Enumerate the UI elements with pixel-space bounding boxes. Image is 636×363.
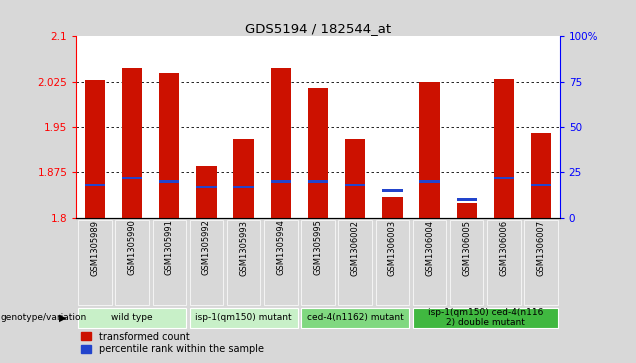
Text: GSM1305993: GSM1305993 [239, 220, 248, 276]
Bar [419, 180, 439, 183]
Text: GSM1305994: GSM1305994 [276, 220, 286, 276]
FancyBboxPatch shape [450, 220, 483, 305]
FancyBboxPatch shape [78, 307, 186, 328]
Bar [233, 186, 254, 188]
Text: GSM1306005: GSM1306005 [462, 220, 471, 276]
Bar [308, 180, 328, 183]
Text: wild type: wild type [111, 313, 153, 322]
Bar [197, 186, 217, 188]
Text: GSM1306003: GSM1306003 [388, 220, 397, 276]
Text: GSM1306006: GSM1306006 [499, 220, 508, 276]
Text: isp-1(qm150) mutant: isp-1(qm150) mutant [195, 313, 292, 322]
FancyBboxPatch shape [413, 307, 558, 328]
Bar [122, 177, 142, 179]
FancyBboxPatch shape [227, 220, 260, 305]
Text: GSM1305989: GSM1305989 [90, 220, 99, 276]
Text: GSM1305991: GSM1305991 [165, 220, 174, 276]
Bar [345, 184, 366, 186]
Bar [122, 68, 142, 218]
Text: GSM1305995: GSM1305995 [314, 220, 322, 276]
Bar [85, 184, 105, 186]
Text: GSM1305990: GSM1305990 [128, 220, 137, 276]
Bar [457, 203, 477, 218]
FancyBboxPatch shape [524, 220, 558, 305]
Text: ced-4(n1162) mutant: ced-4(n1162) mutant [307, 313, 404, 322]
Bar [197, 166, 217, 218]
FancyBboxPatch shape [376, 220, 409, 305]
FancyBboxPatch shape [487, 220, 521, 305]
FancyBboxPatch shape [153, 220, 186, 305]
Bar [382, 197, 403, 218]
Bar [159, 180, 179, 183]
Bar [531, 133, 551, 218]
FancyBboxPatch shape [115, 220, 149, 305]
Bar [85, 81, 105, 218]
Bar [159, 73, 179, 218]
FancyBboxPatch shape [264, 220, 298, 305]
Bar [308, 88, 328, 218]
Title: GDS5194 / 182544_at: GDS5194 / 182544_at [245, 22, 391, 35]
FancyBboxPatch shape [338, 220, 372, 305]
Text: ▶: ▶ [59, 313, 66, 323]
Bar [494, 177, 514, 179]
Bar [531, 184, 551, 186]
Bar [382, 189, 403, 192]
Text: genotype/variation: genotype/variation [1, 313, 87, 322]
FancyBboxPatch shape [301, 220, 335, 305]
FancyBboxPatch shape [413, 220, 446, 305]
Text: isp-1(qm150) ced-4(n116
2) double mutant: isp-1(qm150) ced-4(n116 2) double mutant [427, 308, 543, 327]
Bar [233, 139, 254, 218]
Legend: transformed count, percentile rank within the sample: transformed count, percentile rank withi… [81, 331, 264, 355]
Bar [270, 68, 291, 218]
FancyBboxPatch shape [190, 307, 298, 328]
Bar [457, 199, 477, 201]
Text: GSM1306007: GSM1306007 [537, 220, 546, 276]
Text: GSM1306002: GSM1306002 [350, 220, 360, 276]
Text: GSM1306004: GSM1306004 [425, 220, 434, 276]
Bar [270, 180, 291, 183]
Text: GSM1305992: GSM1305992 [202, 220, 211, 276]
Bar [345, 139, 366, 218]
FancyBboxPatch shape [301, 307, 409, 328]
FancyBboxPatch shape [190, 220, 223, 305]
Bar [419, 82, 439, 218]
Bar [494, 79, 514, 218]
FancyBboxPatch shape [78, 220, 112, 305]
